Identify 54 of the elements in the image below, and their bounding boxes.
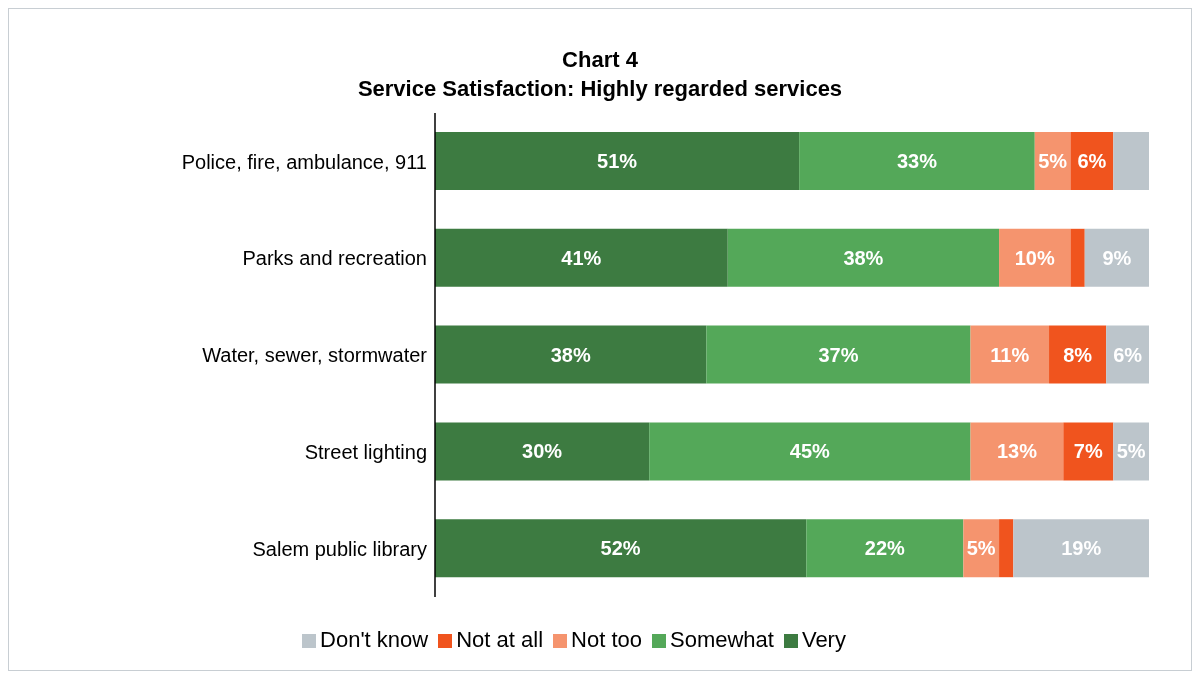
bar	[435, 325, 707, 384]
data-label: 52%	[600, 537, 641, 560]
data-label: 22%	[864, 537, 906, 560]
data-label: 11%	[990, 343, 1030, 366]
legend-label: Very	[801, 627, 846, 652]
bar	[970, 325, 1050, 384]
y-tick-label: Water, sewer, stormwater	[202, 344, 428, 367]
data-label: 51%	[597, 150, 638, 172]
y-tick-label: Police, fire, ambulance, 911	[181, 150, 427, 173]
y-tick-label: Street lighting	[304, 440, 427, 463]
data-label: 10%	[1014, 246, 1055, 269]
legend-label: Don't know	[320, 627, 429, 652]
data-label: 38%	[550, 343, 591, 366]
data-label: 45%	[789, 440, 831, 463]
data-label: 33%	[896, 150, 938, 172]
legend-label: Somewhat	[669, 627, 774, 652]
data-label: 6%	[1113, 343, 1143, 366]
bar	[1013, 519, 1149, 578]
bar	[1113, 132, 1149, 190]
data-label: 9%	[1102, 246, 1132, 269]
data-label: 5%	[1038, 150, 1068, 172]
bar	[1063, 422, 1114, 481]
bar	[1084, 228, 1149, 287]
bar	[435, 422, 650, 481]
data-label: 38%	[843, 246, 884, 269]
data-label: 37%	[818, 343, 859, 366]
data-label: 30%	[522, 440, 563, 463]
bar	[806, 519, 964, 578]
data-label: 13%	[996, 440, 1038, 463]
chart-title: Chart 4	[561, 46, 639, 74]
data-label: 5%	[966, 537, 996, 560]
bar	[1049, 325, 1107, 384]
y-tick-label: Parks and recreation	[242, 247, 427, 270]
bar	[435, 519, 807, 578]
chart-subtitle: Service Satisfaction: Highly regarded services	[356, 75, 844, 103]
bar	[799, 132, 1035, 190]
data-label: 7%	[1073, 440, 1103, 463]
data-label: 41%	[561, 246, 602, 269]
bar	[435, 132, 800, 190]
bar	[435, 228, 728, 287]
data-label: 6%	[1077, 150, 1107, 172]
bar	[970, 422, 1064, 481]
bar	[999, 519, 1014, 578]
bar	[999, 228, 1071, 287]
bar	[727, 228, 1000, 287]
data-label: 5%	[1116, 440, 1146, 463]
data-label: 8%	[1063, 343, 1093, 366]
legend-label: Not at all	[456, 627, 544, 652]
y-tick-label: Salem public library	[252, 537, 427, 560]
bar	[706, 325, 971, 384]
data-label: 19%	[1061, 537, 1102, 560]
bar	[1070, 228, 1085, 287]
legend-label: Not too	[571, 627, 642, 652]
bar	[649, 422, 971, 481]
